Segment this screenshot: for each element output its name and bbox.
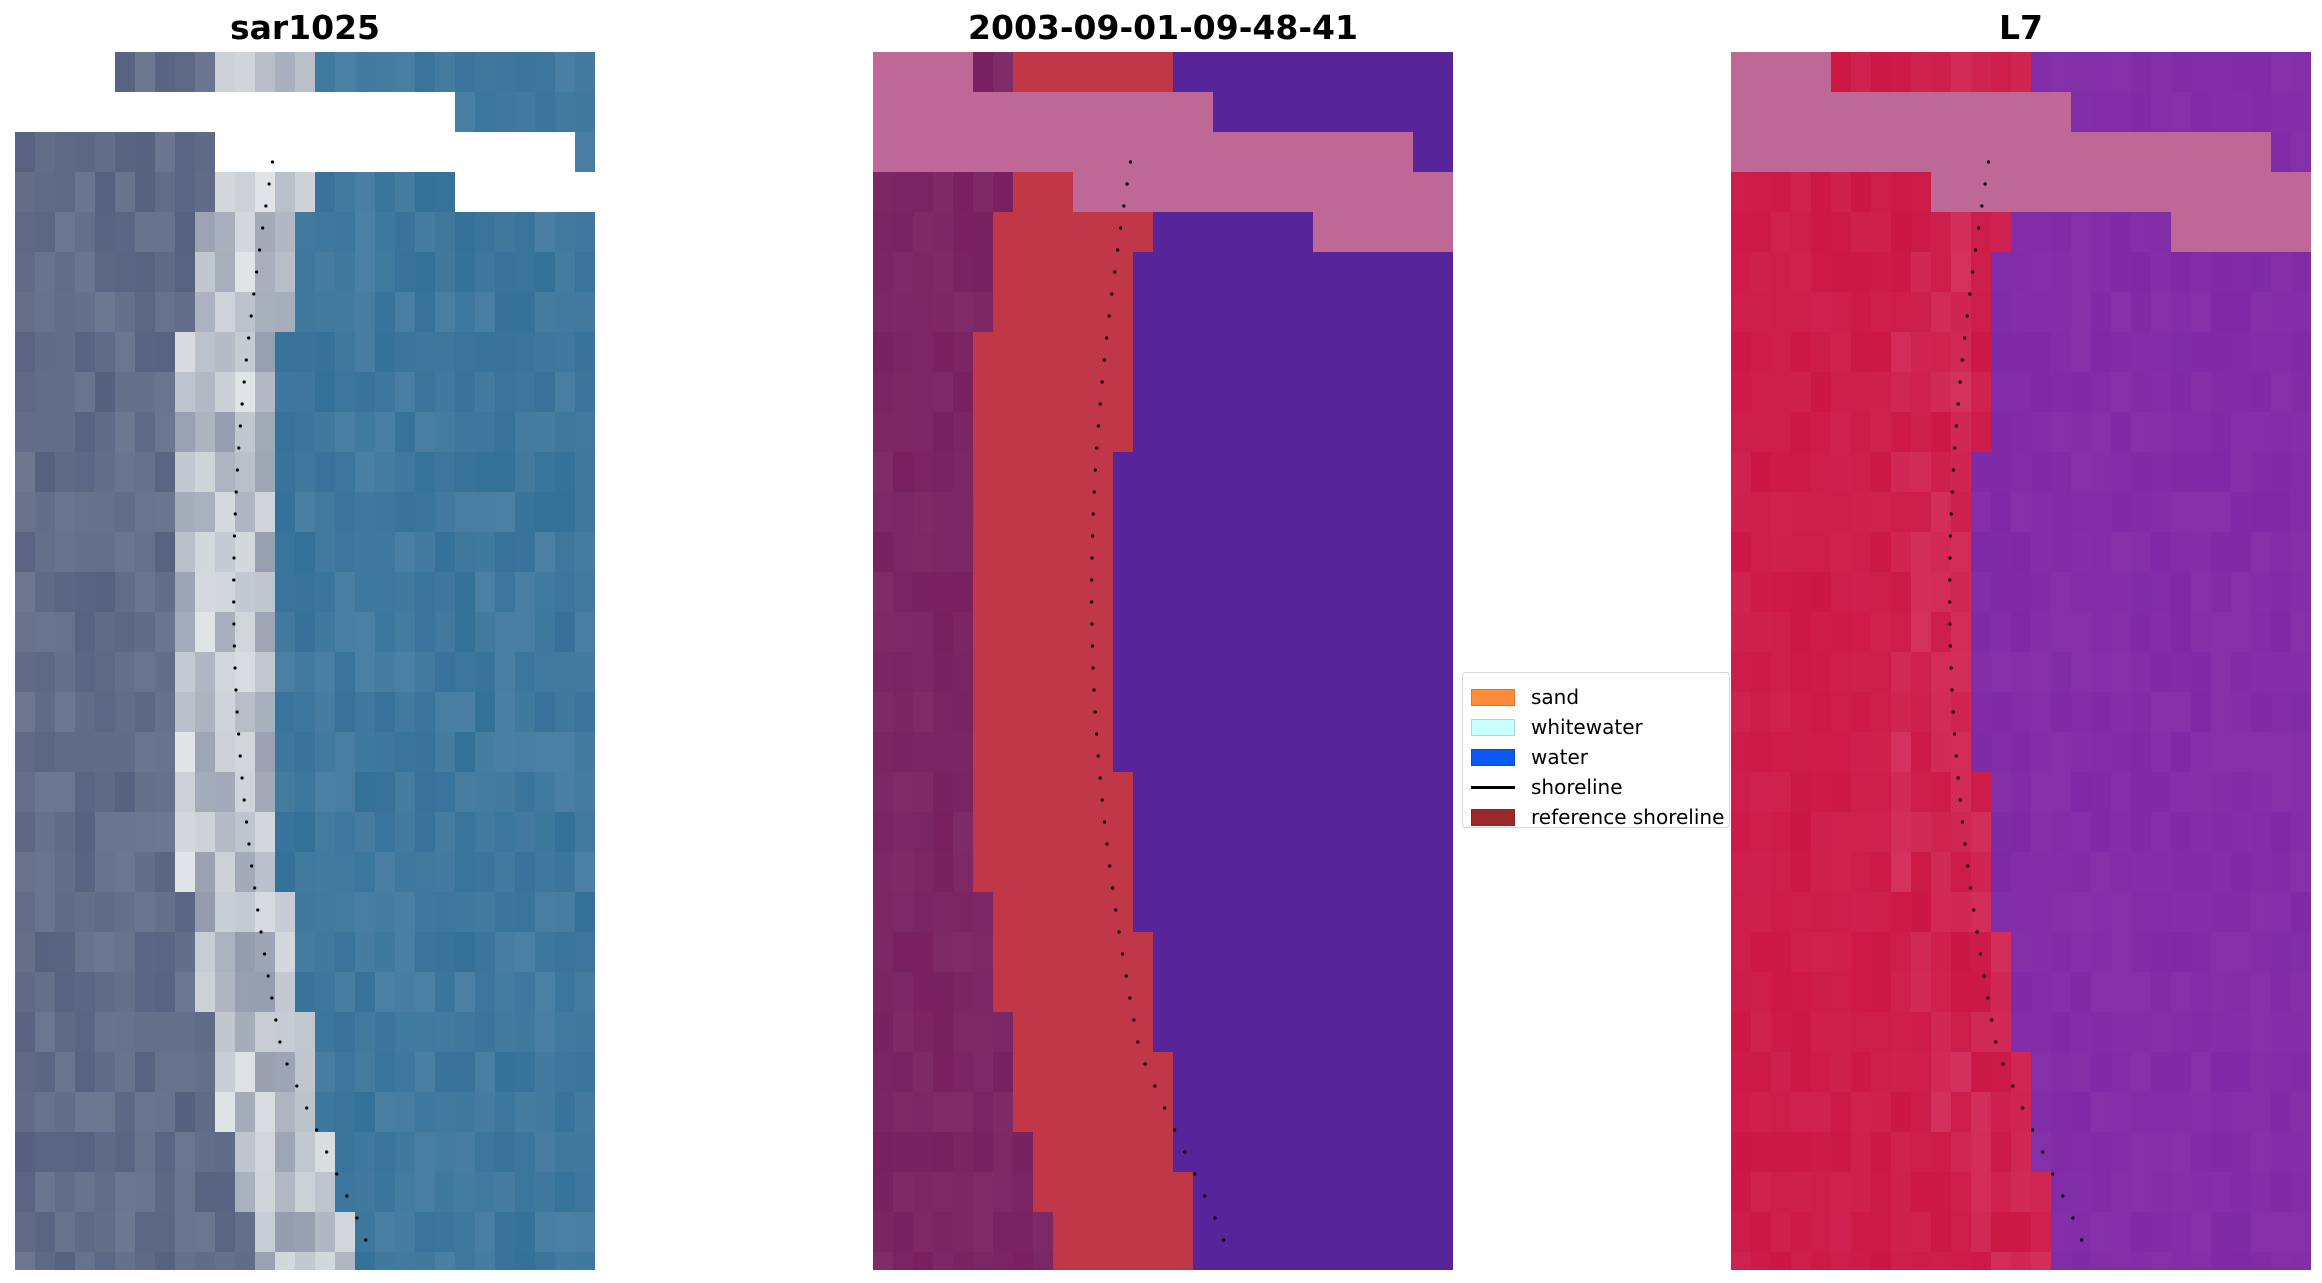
legend-label-water: water <box>1531 745 1588 769</box>
reference-shoreline-swatch <box>1471 808 1515 826</box>
legend-item-shoreline: shoreline <box>1471 773 1623 801</box>
legend-item-water: water <box>1471 743 1588 771</box>
classification-shoreline-dots <box>1090 160 1226 1242</box>
legend-item-sand: sand <box>1471 683 1579 711</box>
index-panel-title: L7 <box>1999 8 2043 47</box>
shoreline-line-swatch <box>1471 785 1515 789</box>
index-shoreline-dots <box>1948 160 2084 1242</box>
classification-panel-title: 2003-09-01-09-48-41 <box>968 8 1358 47</box>
legend-item-whitewater: whitewater <box>1471 713 1643 741</box>
legend-item-reference-shoreline: reference shoreline <box>1471 803 1724 831</box>
sand-swatch <box>1471 688 1515 706</box>
classification-image-panel <box>873 52 1453 1270</box>
legend-label-shoreline: shoreline <box>1531 775 1623 799</box>
whitewater-swatch <box>1471 718 1515 736</box>
rgb-shoreline-dots <box>232 160 368 1242</box>
water-swatch <box>1471 748 1515 766</box>
legend-label-sand: sand <box>1531 685 1580 709</box>
legend: sand whitewater water shoreline referenc… <box>1462 672 1730 831</box>
legend-label-reference-shoreline: reference shoreline <box>1531 805 1725 829</box>
index-image-panel <box>1731 52 2311 1270</box>
rgb-image-panel <box>15 52 595 1270</box>
rgb-panel-title: sar1025 <box>229 8 381 47</box>
legend-label-whitewater: whitewater <box>1531 715 1643 739</box>
